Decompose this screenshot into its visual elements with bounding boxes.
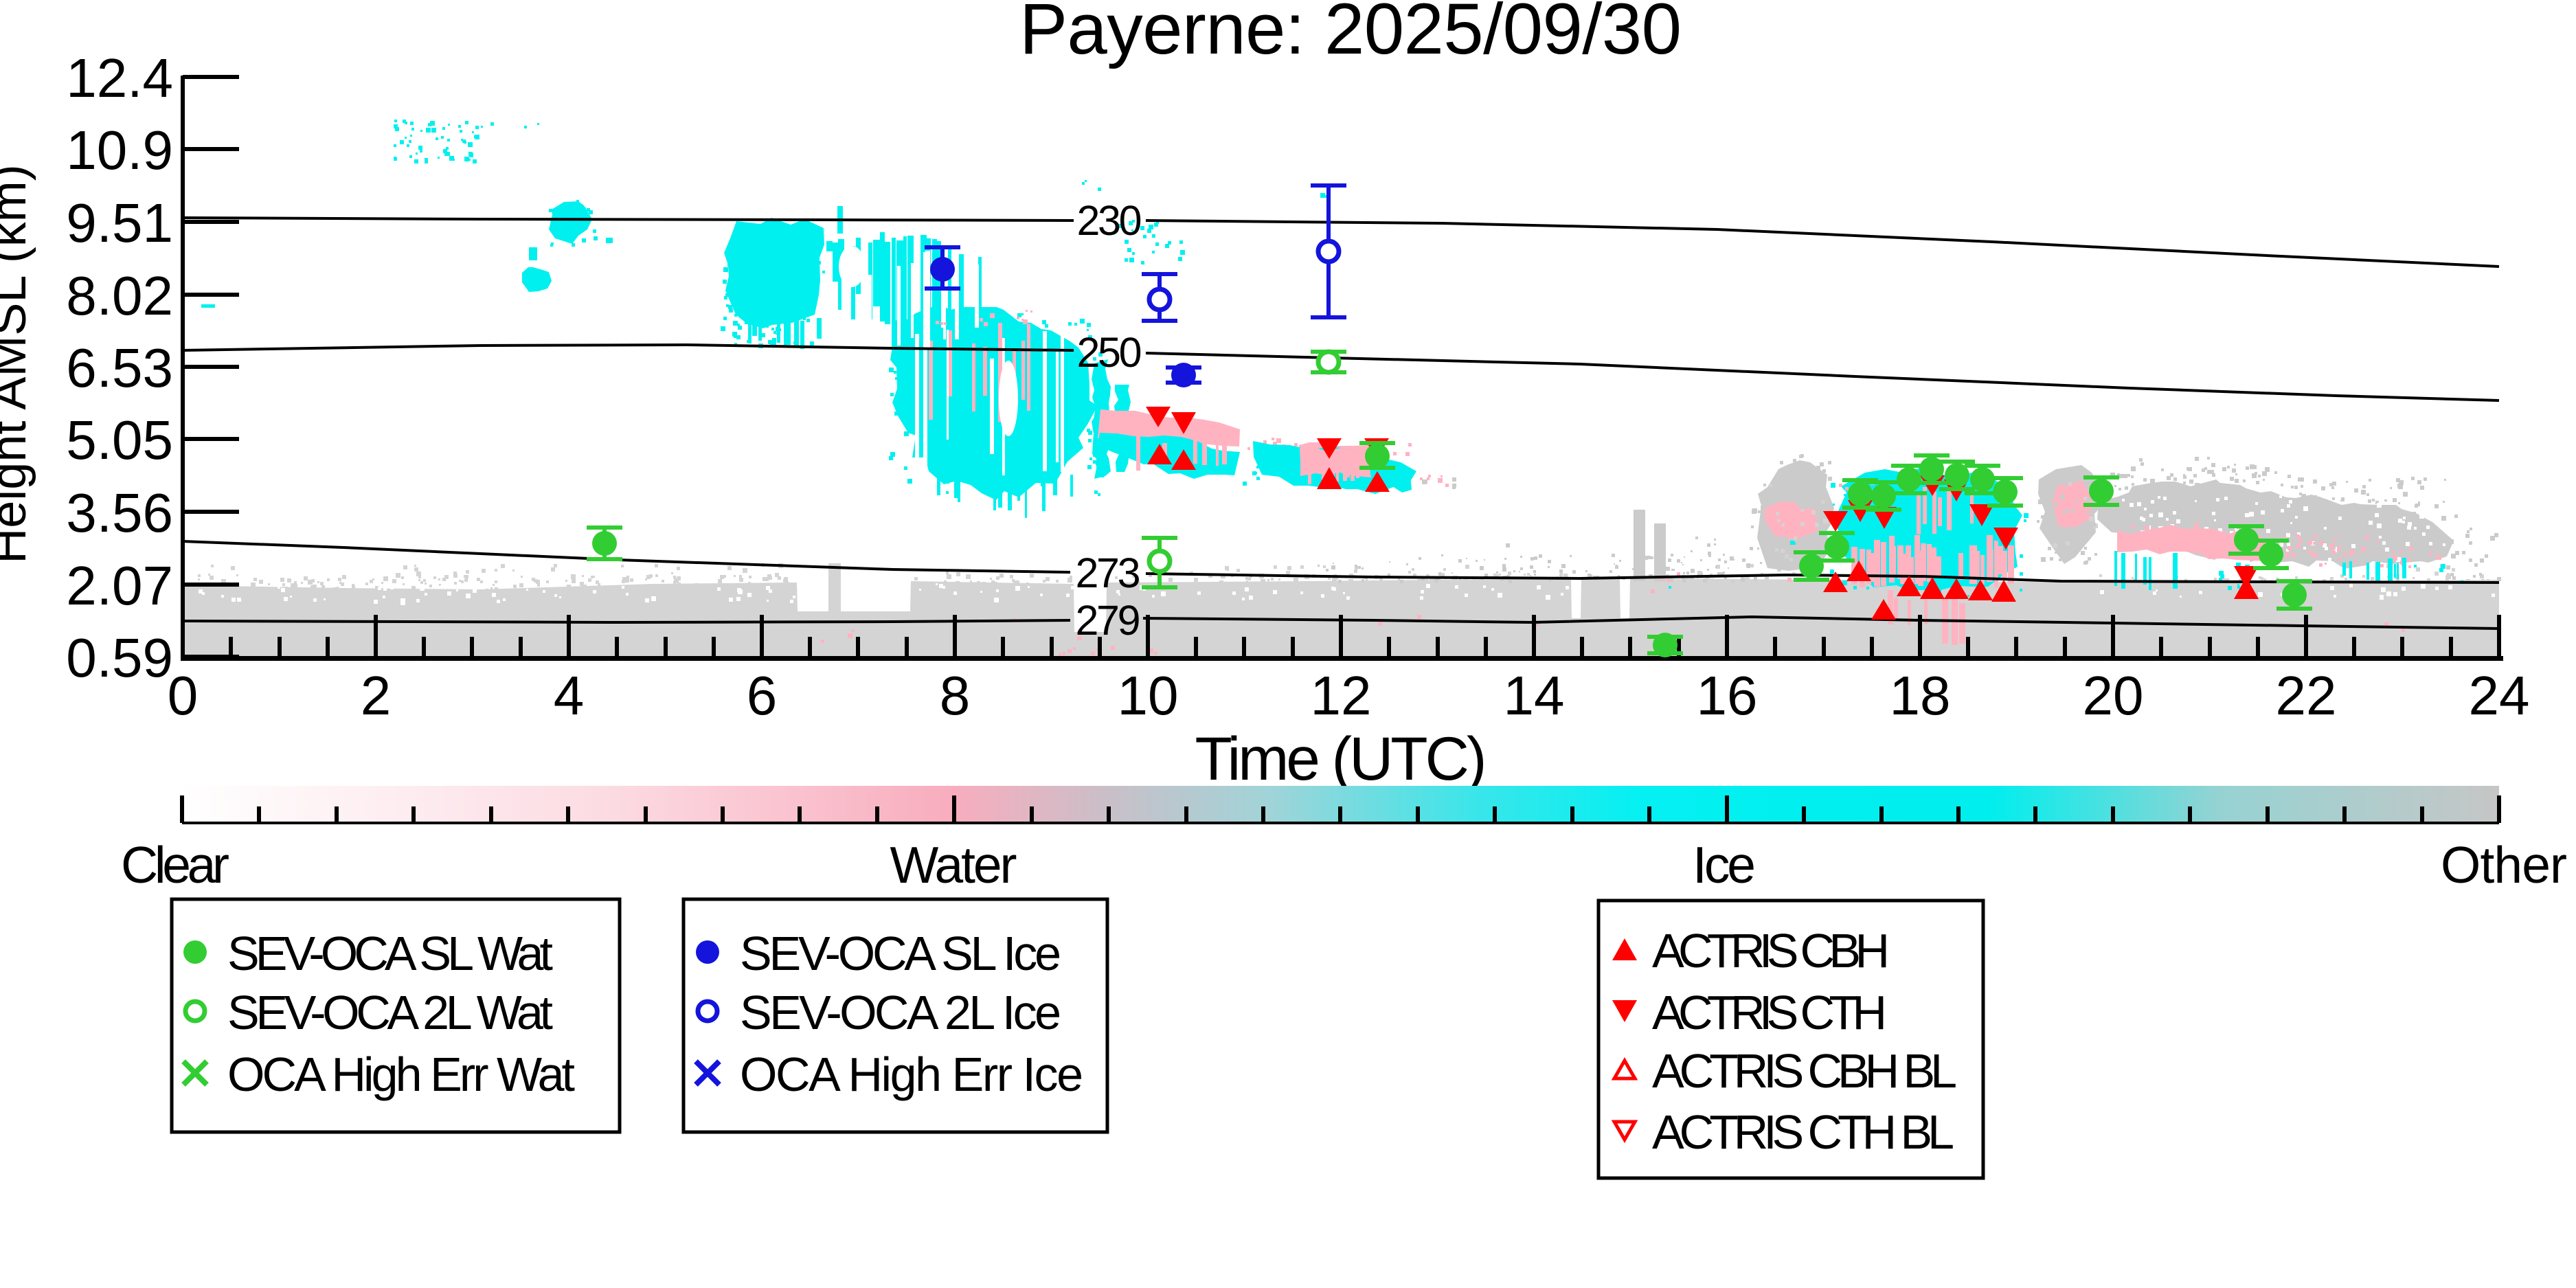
svg-text:OCA High Err Wat: OCA High Err Wat bbox=[227, 1048, 575, 1101]
svg-text:SEV-OCA SL Wat: SEV-OCA SL Wat bbox=[227, 927, 553, 980]
svg-text:279: 279 bbox=[1076, 597, 1141, 644]
svg-text:9.51: 9.51 bbox=[66, 192, 173, 253]
svg-text:250: 250 bbox=[1077, 329, 1142, 376]
svg-text:22: 22 bbox=[2276, 665, 2337, 726]
svg-text:4: 4 bbox=[554, 665, 585, 726]
svg-text:ACTRIS CTH BL: ACTRIS CTH BL bbox=[1652, 1105, 1954, 1159]
svg-text:0: 0 bbox=[168, 665, 199, 726]
svg-text:Water: Water bbox=[890, 836, 1017, 894]
svg-text:2.07: 2.07 bbox=[66, 555, 173, 616]
svg-text:12: 12 bbox=[1311, 665, 1372, 726]
svg-text:10.9: 10.9 bbox=[66, 120, 173, 181]
svg-text:24: 24 bbox=[2469, 665, 2530, 726]
svg-text:16: 16 bbox=[1697, 665, 1758, 726]
svg-text:Clear: Clear bbox=[121, 836, 229, 894]
svg-text:6.53: 6.53 bbox=[66, 337, 173, 398]
svg-text:14: 14 bbox=[1504, 665, 1565, 726]
svg-text:SEV-OCA 2L Ice: SEV-OCA 2L Ice bbox=[740, 986, 1061, 1039]
svg-text:20: 20 bbox=[2083, 665, 2144, 726]
svg-text:Time (UTC): Time (UTC) bbox=[1195, 724, 1487, 793]
svg-text:0.59: 0.59 bbox=[66, 627, 173, 688]
svg-text:273: 273 bbox=[1076, 550, 1141, 596]
svg-text:Ice: Ice bbox=[1693, 836, 1756, 894]
svg-text:SEV-OCA 2L Wat: SEV-OCA 2L Wat bbox=[227, 986, 553, 1039]
svg-text:8: 8 bbox=[940, 665, 971, 726]
svg-text:2: 2 bbox=[361, 665, 392, 726]
svg-text:12.4: 12.4 bbox=[66, 47, 173, 109]
svg-text:ACTRIS CBH: ACTRIS CBH bbox=[1652, 924, 1890, 978]
svg-text:SEV-OCA SL Ice: SEV-OCA SL Ice bbox=[740, 927, 1061, 980]
svg-text:Height AMSL (km): Height AMSL (km) bbox=[0, 164, 36, 563]
svg-text:5.05: 5.05 bbox=[66, 409, 173, 471]
svg-text:Other: Other bbox=[2441, 836, 2567, 894]
svg-text:10: 10 bbox=[1118, 665, 1179, 726]
svg-text:ACTRIS CBH BL: ACTRIS CBH BL bbox=[1652, 1044, 1957, 1098]
svg-text:OCA High Err Ice: OCA High Err Ice bbox=[740, 1048, 1083, 1101]
svg-text:230: 230 bbox=[1077, 197, 1142, 244]
svg-text:Payerne: 2025/09/30: Payerne: 2025/09/30 bbox=[1019, 0, 1682, 69]
svg-text:6: 6 bbox=[747, 665, 778, 726]
svg-text:8.02: 8.02 bbox=[66, 265, 173, 326]
svg-text:ACTRIS CTH: ACTRIS CTH bbox=[1652, 986, 1887, 1039]
svg-text:3.56: 3.56 bbox=[66, 482, 173, 543]
svg-text:18: 18 bbox=[1890, 665, 1951, 726]
